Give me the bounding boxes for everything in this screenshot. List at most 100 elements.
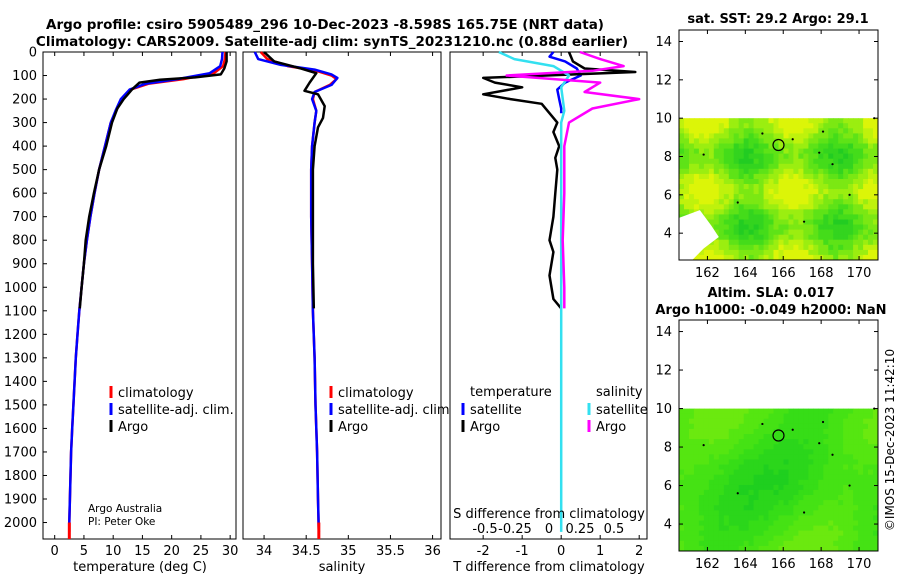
map-cell <box>693 434 700 440</box>
map-cell <box>843 484 849 491</box>
map-cell <box>738 143 745 150</box>
map-cell <box>843 219 849 226</box>
map-cell <box>873 249 879 256</box>
profile-line-t-argo <box>481 51 637 310</box>
map-cell <box>713 535 720 542</box>
map-cell <box>843 168 849 175</box>
map-cell <box>738 184 745 190</box>
map-cell <box>783 510 789 516</box>
map-cell <box>738 515 745 521</box>
map-cell <box>853 505 859 511</box>
island-dot <box>831 453 834 456</box>
map-cell <box>853 254 859 261</box>
map-cell <box>698 199 705 205</box>
map-cell <box>713 408 720 415</box>
map-cell <box>798 229 804 236</box>
map-cell <box>713 449 720 455</box>
map-cell <box>728 123 735 129</box>
map-cell <box>708 428 715 435</box>
map-cell <box>828 505 834 511</box>
map-cell <box>693 254 700 261</box>
map-cell <box>803 489 809 496</box>
map-cell <box>753 423 760 430</box>
map-cell <box>828 219 834 226</box>
map-cell <box>768 510 774 516</box>
map-cell <box>813 505 819 511</box>
map-cell <box>838 244 844 251</box>
map-cell <box>773 530 779 537</box>
map-cell <box>718 118 725 124</box>
map-cell <box>813 153 819 160</box>
island-dot <box>761 132 764 135</box>
map-cell <box>833 224 839 231</box>
map-cell <box>793 249 799 256</box>
map-cell <box>833 535 839 542</box>
map-cell <box>843 540 849 547</box>
map-cell <box>723 224 730 231</box>
map-cell <box>703 249 710 256</box>
map-cell <box>768 520 774 527</box>
map-cell <box>679 525 685 532</box>
x-tick-label: -2 <box>477 544 490 559</box>
map-cell <box>708 244 715 251</box>
map-cell <box>738 418 745 425</box>
map-cell <box>713 229 720 236</box>
map-cell <box>833 239 839 246</box>
map-cell <box>718 184 725 190</box>
map-cell <box>679 423 685 430</box>
map-cell <box>808 123 814 129</box>
map-cell <box>803 469 809 476</box>
map-cell <box>833 474 839 481</box>
map-cell <box>758 540 765 547</box>
map-cell <box>728 500 735 506</box>
map-cell <box>803 495 809 501</box>
depth-tick-label: 1000 <box>4 281 37 296</box>
map-cell <box>768 505 774 511</box>
map-cell <box>813 510 819 516</box>
map-cell <box>758 204 765 210</box>
map-cell <box>848 254 854 261</box>
map-cell <box>728 199 735 205</box>
map-cell <box>703 439 710 445</box>
map-cell <box>768 515 774 521</box>
map-cell <box>723 525 730 532</box>
map-cell <box>758 244 765 251</box>
map-cell <box>783 138 789 144</box>
map-cell <box>863 545 869 552</box>
map-cell <box>713 138 720 144</box>
map-cell <box>828 254 834 261</box>
map-cell <box>848 179 854 185</box>
map-cell <box>853 459 859 465</box>
map-cell <box>689 204 695 210</box>
map-cell <box>833 148 839 155</box>
map-cell <box>728 418 735 425</box>
map-cell <box>818 479 824 486</box>
map-cell <box>813 209 819 215</box>
map-cell <box>783 469 789 476</box>
map-cell <box>743 133 750 139</box>
map-cell <box>733 199 740 205</box>
map-cell <box>798 249 804 256</box>
map-cell <box>828 545 834 552</box>
map-cell <box>763 219 770 226</box>
map-cell <box>788 163 794 170</box>
map-cell <box>818 224 824 231</box>
map-cell <box>803 444 809 450</box>
map-cell <box>838 254 844 261</box>
map-cell <box>728 163 735 170</box>
map-cell <box>689 484 695 491</box>
map-cell <box>783 484 789 491</box>
map-cell <box>858 204 864 210</box>
map-cell <box>833 184 839 190</box>
map-cell <box>684 545 690 552</box>
map-cell <box>728 249 735 256</box>
map-cell <box>818 515 824 521</box>
map-cell <box>838 423 844 430</box>
map-cell <box>848 495 854 501</box>
map-cell <box>873 484 879 491</box>
map-cell <box>693 444 700 450</box>
map-cell <box>703 179 710 185</box>
map-cell <box>738 525 745 532</box>
map-cell <box>798 444 804 450</box>
